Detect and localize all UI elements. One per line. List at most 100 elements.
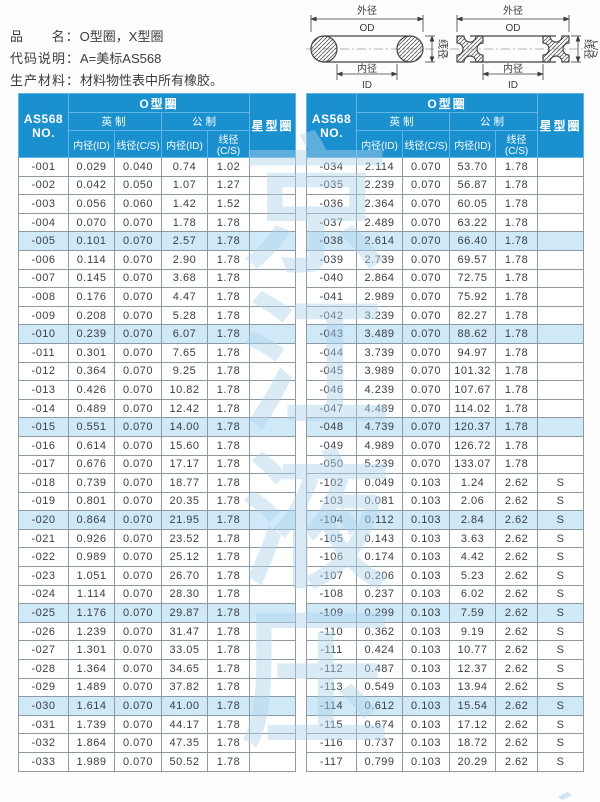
cs-mm-cell: 1.78 xyxy=(206,212,251,233)
table-row: -015 0.551 0.070 14.00 1.78 xyxy=(18,417,297,437)
col-header-id-metric: 内径(ID) xyxy=(449,130,497,158)
star-cell xyxy=(249,249,297,270)
id-mm-cell: 12.42 xyxy=(161,398,208,419)
id-mm-cell: 6.07 xyxy=(161,324,208,344)
cs-inch-cell: 0.070 xyxy=(114,714,162,735)
col-header-cs-metric: 线径(C/S) xyxy=(206,130,251,158)
id-inch-cell: 0.989 xyxy=(68,547,115,568)
star-cell: S xyxy=(537,640,585,661)
as568-no-cell: -104 xyxy=(306,510,358,530)
id-inch-cell: 2.364 xyxy=(356,194,404,214)
cs-mm-cell: 2.62 xyxy=(495,584,539,605)
cs-mm-cell: 2.62 xyxy=(495,603,539,623)
star-cell xyxy=(249,733,297,753)
table-row: -034 2.114 0.070 53.70 1.78 xyxy=(306,157,585,177)
id-inch-cell: 1.489 xyxy=(68,677,115,698)
as568-no-cell: -047 xyxy=(306,398,358,419)
id-inch-cell: 1.301 xyxy=(68,640,115,661)
cs-mm-cell: 2.62 xyxy=(495,566,539,586)
id-inch-cell: 0.799 xyxy=(356,752,404,772)
as568-no-cell: -034 xyxy=(306,157,358,177)
star-cell xyxy=(249,752,297,772)
as568-no-cell: -036 xyxy=(306,194,358,214)
as568-no-cell: -006 xyxy=(18,249,69,270)
id-inch-cell: 0.801 xyxy=(68,491,115,512)
cs-mm-cell: 1.78 xyxy=(206,398,251,419)
as568-label: AS568 xyxy=(23,111,64,126)
cs-mm-cell: 1.78 xyxy=(495,454,539,475)
star-cell xyxy=(537,417,585,437)
cs-mm-cell: 1.78 xyxy=(495,305,539,326)
col-header-id-imperial: 内径(ID) xyxy=(356,130,404,158)
id-mm-cell: 69.57 xyxy=(449,249,497,270)
oring-diagram: 外径 OD 内径 ID 线径 C/S xyxy=(306,2,455,97)
as568-no-cell: -026 xyxy=(18,621,69,642)
table-row: -021 0.926 0.070 23.52 1.78 xyxy=(18,528,297,549)
cs-mm-cell: 1.78 xyxy=(206,417,251,437)
star-cell: S xyxy=(537,659,585,679)
id-inch-cell: 1.176 xyxy=(68,603,115,623)
star-cell xyxy=(249,380,297,400)
col-header-oring-group: O型圈 xyxy=(356,93,539,113)
as568-no-cell: -024 xyxy=(18,584,69,605)
as568-no-cell: -045 xyxy=(306,361,358,382)
as568-no-cell: -044 xyxy=(306,342,358,363)
table-row: -116 0.737 0.103 18.72 2.62 S xyxy=(306,733,585,753)
id-mm-cell: 37.82 xyxy=(161,677,208,698)
id-inch-cell: 0.551 xyxy=(68,417,115,437)
id-inch-cell: 0.676 xyxy=(68,454,115,475)
table-row: -011 0.301 0.070 7.65 1.78 xyxy=(18,342,297,363)
id-abbr: ID xyxy=(508,80,518,91)
table-row: -111 0.424 0.103 10.77 2.62 S xyxy=(306,640,585,661)
table-row: -041 2.989 0.070 75.92 1.78 xyxy=(306,287,585,307)
as568-no-cell: -020 xyxy=(18,510,69,530)
id-inch-cell: 2.614 xyxy=(356,231,404,251)
cs-inch-cell: 0.070 xyxy=(114,454,162,475)
as568-no-cell: -007 xyxy=(18,268,69,289)
table-row: -039 2.739 0.070 69.57 1.78 xyxy=(306,249,585,270)
star-cell xyxy=(249,268,297,289)
table-row: -012 0.364 0.070 9.25 1.78 xyxy=(18,361,297,382)
id-inch-cell: 3.989 xyxy=(356,361,404,382)
cs-mm-cell: 1.78 xyxy=(495,175,539,196)
as568-no-cell: -033 xyxy=(18,752,69,772)
id-mm-cell: 10.77 xyxy=(449,640,497,661)
id-mm-cell: 9.19 xyxy=(449,621,497,642)
as568-no-cell: -015 xyxy=(18,417,69,437)
id-mm-cell: 41.00 xyxy=(161,696,208,716)
as568-label: AS568 xyxy=(311,111,352,126)
table-row: -042 3.239 0.070 82.27 1.78 xyxy=(306,305,585,326)
as568-no-cell: -109 xyxy=(306,603,358,623)
id-inch-cell: 0.145 xyxy=(68,268,115,289)
id-inch-cell: 2.489 xyxy=(356,212,404,233)
cs-inch-cell: 0.070 xyxy=(402,305,451,326)
id-mm-cell: 2.84 xyxy=(449,510,497,530)
cs-inch-cell: 0.070 xyxy=(114,231,162,251)
id-inch-cell: 3.239 xyxy=(356,305,404,326)
cs-inch-cell: 0.103 xyxy=(402,621,451,642)
as568-no-cell: -107 xyxy=(306,566,358,586)
cs-inch-cell: 0.070 xyxy=(402,417,451,437)
as568-no-cell: -102 xyxy=(306,473,358,493)
product-info: 品 名：O型圈，X型圈 代码说明：A=美标AS568 生产材料：材料物性表中所有… xyxy=(10,26,223,92)
cs-mm-cell: 1.78 xyxy=(495,398,539,419)
id-inch-cell: 0.101 xyxy=(68,231,115,251)
star-cell: S xyxy=(537,510,585,530)
star-cell: S xyxy=(537,491,585,512)
cs-inch-cell: 0.070 xyxy=(114,491,162,512)
cs-mm-cell: 1.52 xyxy=(206,194,251,214)
cs-mm-cell: 1.78 xyxy=(206,528,251,549)
as568-no-cell: -028 xyxy=(18,659,69,679)
id-mm-cell: 20.29 xyxy=(449,752,497,772)
id-inch-cell: 0.299 xyxy=(356,603,404,623)
cs-mm-cell: 1.78 xyxy=(206,454,251,475)
od-label: 外径 xyxy=(503,4,523,17)
id-inch-cell: 0.864 xyxy=(68,510,115,530)
cs-mm-cell: 1.78 xyxy=(495,435,539,456)
star-cell xyxy=(249,398,297,419)
cs-inch-cell: 0.070 xyxy=(114,380,162,400)
id-inch-cell: 0.056 xyxy=(68,194,115,214)
star-cell: S xyxy=(537,584,585,605)
id-mm-cell: 5.23 xyxy=(449,566,497,586)
cs-inch-cell: 0.070 xyxy=(402,342,451,363)
